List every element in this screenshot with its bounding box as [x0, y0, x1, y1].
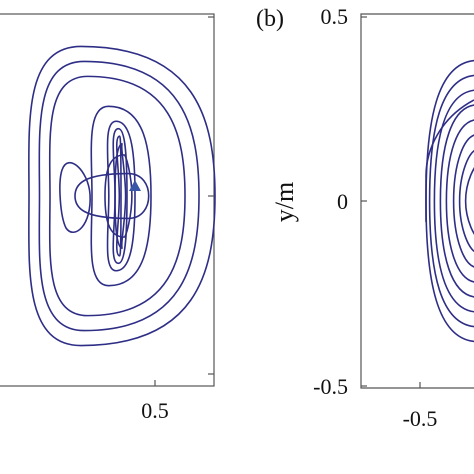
panel-b-ylabel: y/m — [270, 182, 299, 222]
panel-a-orbit — [112, 127, 128, 265]
panel-b-orbit — [458, 149, 474, 253]
panel-b: (b) y/m 0.5 0 -0.5 -0.5 — [256, 4, 474, 431]
panel-b-orbit — [428, 74, 474, 328]
panel-b-orbit — [464, 167, 474, 235]
panel-b-orbit — [445, 119, 474, 283]
panel-a-orbit — [48, 75, 186, 317]
panel-a-marker — [129, 180, 141, 191]
panel-b-orbits — [425, 60, 474, 342]
panel-b-orbit — [433, 89, 474, 313]
panel-a-orbit — [38, 60, 200, 332]
panel-b-orbit — [425, 60, 474, 342]
panel-b-ytick-label-top: 0.5 — [321, 4, 349, 29]
panel-a-orbit — [28, 45, 216, 347]
panel-a-orbit — [104, 154, 133, 238]
panel-b-xtick-label: -0.5 — [403, 406, 438, 431]
panel-a-orbit-core — [59, 162, 91, 234]
panel-a-xtick-label: 0.5 — [141, 398, 169, 423]
panel-a-orbit — [106, 120, 136, 272]
panel-a-orbit — [90, 105, 152, 287]
panel-b-orbit — [452, 134, 474, 268]
panel-b-orbit — [439, 104, 474, 298]
panel-a-frame — [0, 13, 215, 387]
panel-b-ytick-label-bot: -0.5 — [313, 374, 348, 399]
panel-a-orbits — [28, 45, 216, 347]
panel-b-ytick-label-mid: 0 — [337, 189, 348, 214]
panel-b-frame — [360, 13, 474, 389]
panel-b-orbit-start — [425, 99, 474, 222]
panel-a-orbit — [74, 172, 150, 220]
panel-a: 0.5 — [0, 13, 216, 423]
panel-b-label: (b) — [256, 6, 284, 32]
